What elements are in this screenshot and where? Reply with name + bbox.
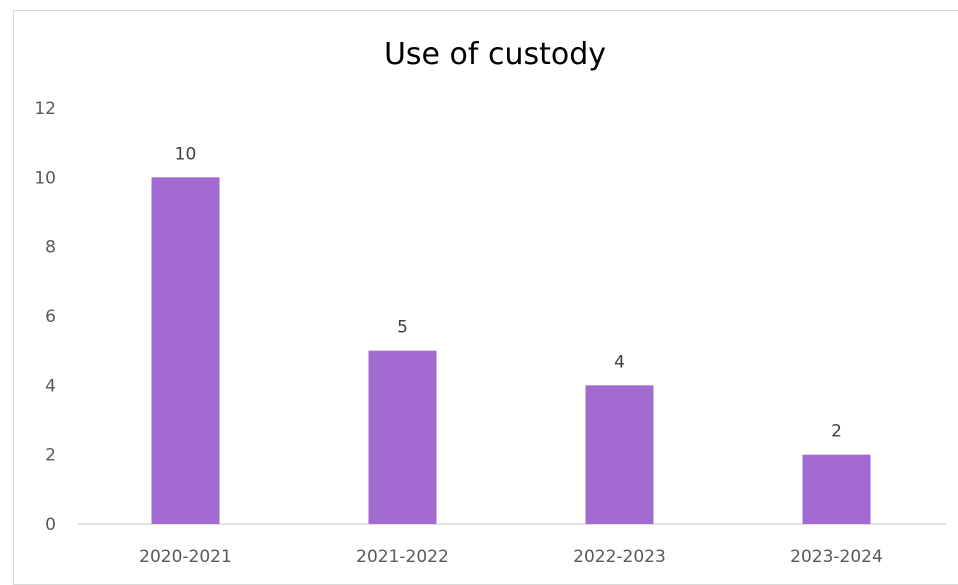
- y-tick-label: 6: [45, 307, 56, 327]
- data-label: 2: [831, 422, 842, 442]
- y-tick-label: 0: [45, 515, 56, 535]
- y-tick-label: 10: [34, 168, 56, 188]
- y-tick-label: 4: [45, 376, 56, 396]
- y-tick-label: 2: [45, 446, 56, 466]
- y-tick-label: 12: [34, 99, 56, 119]
- x-tick-label: 2021-2022: [356, 547, 449, 567]
- bar: [585, 385, 654, 524]
- x-tick-label: 2022-2023: [573, 547, 666, 567]
- x-tick-label: 2020-2021: [139, 547, 232, 567]
- y-tick-label: 8: [45, 238, 56, 258]
- bar: [368, 350, 437, 524]
- chart-title: Use of custody: [383, 37, 607, 72]
- bar: [802, 454, 871, 524]
- x-tick-label: 2023-2024: [790, 547, 883, 567]
- data-label: 5: [397, 318, 408, 338]
- data-label: 4: [614, 352, 625, 372]
- bar: [151, 177, 220, 525]
- data-label: 10: [175, 144, 197, 164]
